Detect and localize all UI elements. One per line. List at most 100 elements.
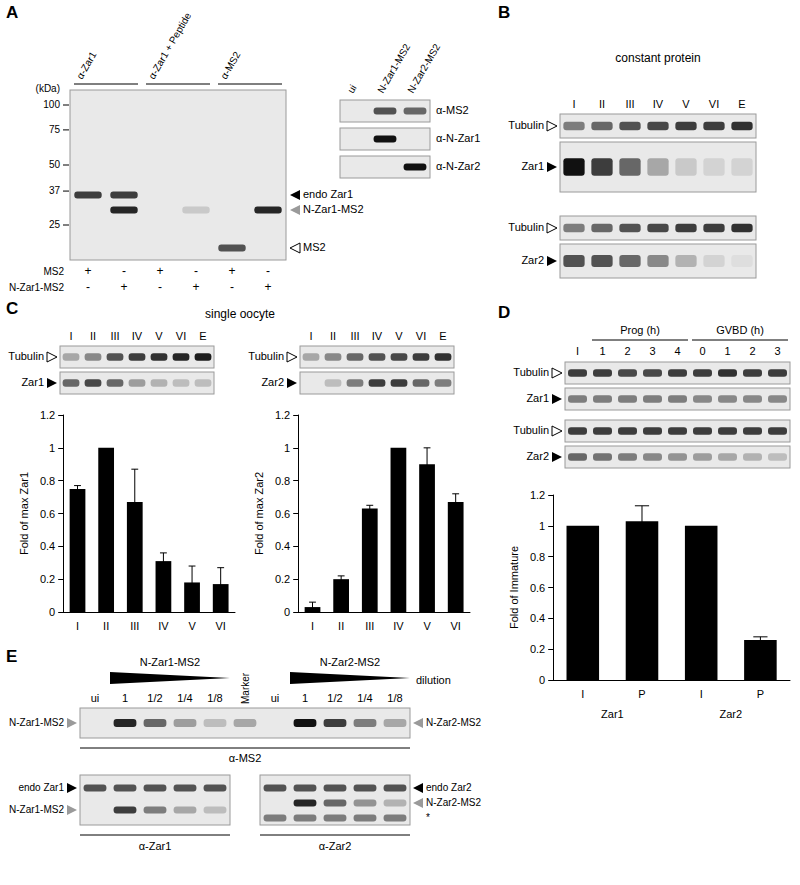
svg-text:1/2: 1/2 <box>147 692 162 704</box>
svg-text:GVBD (h): GVBD (h) <box>716 324 764 336</box>
svg-text:+: + <box>84 264 91 278</box>
svg-text:D: D <box>498 303 510 322</box>
svg-text:A: A <box>6 3 18 22</box>
svg-text:E: E <box>439 330 446 342</box>
svg-text:VI: VI <box>709 98 719 110</box>
svg-text:V: V <box>188 620 196 632</box>
svg-text:α-Zar1: α-Zar1 <box>139 840 172 852</box>
svg-text:3: 3 <box>774 345 780 357</box>
svg-text:II: II <box>338 620 344 632</box>
svg-text:IV: IV <box>132 330 143 342</box>
svg-text:E: E <box>738 98 745 110</box>
svg-text:2: 2 <box>749 345 755 357</box>
svg-text:N-Zar1-MS2: N-Zar1-MS2 <box>9 282 64 293</box>
svg-text:100: 100 <box>43 99 60 110</box>
svg-text:MS2: MS2 <box>303 241 326 253</box>
svg-text:α-N-Zar2: α-N-Zar2 <box>436 160 480 172</box>
svg-text:endo Zar1: endo Zar1 <box>303 188 353 200</box>
svg-text:0.2: 0.2 <box>530 643 545 655</box>
svg-text:C: C <box>6 299 18 318</box>
svg-text:Zar1: Zar1 <box>521 160 544 172</box>
svg-text:α-MS2: α-MS2 <box>218 49 243 81</box>
svg-text:+: + <box>228 264 235 278</box>
svg-text:0.4: 0.4 <box>40 540 55 552</box>
svg-text:IV: IV <box>372 330 383 342</box>
svg-text:VI: VI <box>416 330 426 342</box>
svg-text:1: 1 <box>284 442 290 454</box>
svg-text:Zar2: Zar2 <box>521 254 544 266</box>
svg-text:endo Zar1: endo Zar1 <box>18 782 64 793</box>
svg-text:1: 1 <box>302 692 308 704</box>
svg-text:ui: ui <box>345 83 358 95</box>
svg-text:0: 0 <box>699 345 705 357</box>
svg-text:III: III <box>625 98 634 110</box>
svg-text:*: * <box>426 812 430 823</box>
svg-text:P: P <box>638 688 645 700</box>
svg-text:1.2: 1.2 <box>275 409 290 421</box>
svg-text:+: + <box>264 280 271 294</box>
svg-text:Fold of Immature: Fold of Immature <box>508 546 520 629</box>
svg-text:I: I <box>76 620 79 632</box>
svg-text:Zar2: Zar2 <box>261 376 284 388</box>
svg-text:50: 50 <box>49 159 61 170</box>
svg-text:N-Zar1-MS2: N-Zar1-MS2 <box>9 804 64 815</box>
svg-text:α-MS2: α-MS2 <box>229 752 262 764</box>
svg-text:1: 1 <box>49 442 55 454</box>
svg-text:B: B <box>498 3 510 22</box>
svg-text:1/4: 1/4 <box>177 692 192 704</box>
svg-text:1/8: 1/8 <box>207 692 222 704</box>
svg-text:P: P <box>757 688 764 700</box>
svg-text:Tubulin: Tubulin <box>8 350 44 362</box>
svg-text:constant protein: constant protein <box>615 51 700 65</box>
svg-text:V: V <box>155 330 163 342</box>
svg-text:Marker: Marker <box>240 672 251 704</box>
svg-text:-: - <box>230 280 234 294</box>
svg-text:VI: VI <box>450 620 460 632</box>
svg-text:V: V <box>395 330 403 342</box>
svg-text:Tubulin: Tubulin <box>508 119 544 131</box>
svg-text:0.2: 0.2 <box>40 573 55 585</box>
svg-text:Zar2: Zar2 <box>719 708 742 720</box>
svg-text:0: 0 <box>284 606 290 618</box>
svg-text:ui: ui <box>271 692 280 704</box>
svg-text:0.4: 0.4 <box>530 612 545 624</box>
svg-text:III: III <box>350 330 359 342</box>
svg-text:IV: IV <box>393 620 404 632</box>
svg-text:II: II <box>90 330 96 342</box>
svg-text:Zar1: Zar1 <box>21 376 44 388</box>
svg-text:α-MS2: α-MS2 <box>436 104 469 116</box>
svg-text:Zar1: Zar1 <box>601 708 624 720</box>
svg-text:0.2: 0.2 <box>275 573 290 585</box>
svg-text:Zar2: Zar2 <box>526 450 549 462</box>
svg-text:V: V <box>682 98 690 110</box>
svg-text:1/4: 1/4 <box>357 692 372 704</box>
svg-text:1/2: 1/2 <box>327 692 342 704</box>
svg-text:Tubulin: Tubulin <box>513 366 549 378</box>
svg-text:III: III <box>110 330 119 342</box>
svg-text:N-Zar2-MS2: N-Zar2-MS2 <box>426 797 481 808</box>
svg-text:3: 3 <box>649 345 655 357</box>
svg-text:0.6: 0.6 <box>275 508 290 520</box>
svg-text:N-Zar1-MS2: N-Zar1-MS2 <box>303 203 364 215</box>
svg-text:II: II <box>599 98 605 110</box>
svg-text:V: V <box>423 620 431 632</box>
svg-text:N-Zar2-MS2: N-Zar2-MS2 <box>405 41 442 95</box>
svg-text:Fold of max Zar2: Fold of max Zar2 <box>253 472 265 555</box>
svg-text:-: - <box>158 280 162 294</box>
svg-text:-: - <box>194 264 198 278</box>
svg-text:1/8: 1/8 <box>387 692 402 704</box>
svg-text:Fold of max Zar1: Fold of max Zar1 <box>18 472 30 555</box>
svg-text:II: II <box>330 330 336 342</box>
svg-text:ui: ui <box>91 692 100 704</box>
svg-text:I: I <box>69 330 72 342</box>
svg-text:0.6: 0.6 <box>530 582 545 594</box>
svg-text:Tubulin: Tubulin <box>248 350 284 362</box>
svg-text:1: 1 <box>599 345 605 357</box>
svg-text:0.8: 0.8 <box>530 551 545 563</box>
svg-text:E: E <box>6 647 17 666</box>
svg-text:25: 25 <box>49 219 61 230</box>
svg-text:1.2: 1.2 <box>530 489 545 501</box>
svg-text:0: 0 <box>539 674 545 686</box>
svg-text:single oocyte: single oocyte <box>205 307 275 321</box>
svg-text:+: + <box>192 280 199 294</box>
